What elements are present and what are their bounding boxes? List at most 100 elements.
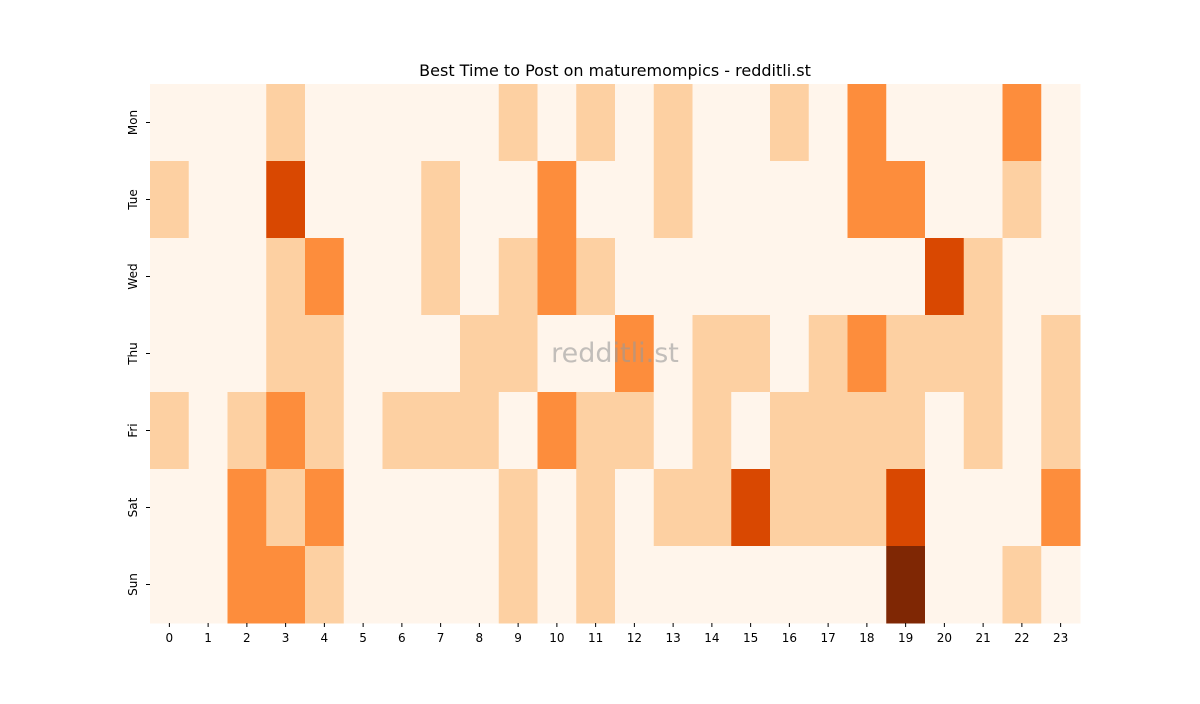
heatmap-cell-thu-2 bbox=[227, 315, 267, 393]
heatmap-cell-sun-8 bbox=[460, 546, 500, 624]
x-tick-label: 7 bbox=[437, 631, 445, 645]
chart-title: Best Time to Post on maturemompics - red… bbox=[419, 61, 811, 80]
heatmap-cell-sun-18 bbox=[847, 546, 887, 624]
y-tick-label: Fri bbox=[126, 423, 140, 437]
heatmap-cell-fri-18 bbox=[847, 392, 887, 470]
heatmap-cell-sun-12 bbox=[615, 546, 655, 624]
heatmap-cell-sun-4 bbox=[305, 546, 345, 624]
heatmap-cell-thu-20 bbox=[925, 315, 965, 393]
heatmap-cell-sun-3 bbox=[266, 546, 306, 624]
heatmap-cell-fri-15 bbox=[731, 392, 771, 470]
heatmap-cell-mon-7 bbox=[421, 84, 461, 162]
heatmap-cell-fri-10 bbox=[537, 392, 577, 470]
heatmap-cell-mon-16 bbox=[770, 84, 810, 162]
heatmap-cell-wed-8 bbox=[460, 238, 500, 316]
heatmap-cell-fri-9 bbox=[498, 392, 538, 470]
x-tick-label: 3 bbox=[282, 631, 290, 645]
heatmap-cell-mon-5 bbox=[343, 84, 383, 162]
heatmap-cell-tue-8 bbox=[460, 161, 500, 239]
heatmap-cell-sun-17 bbox=[808, 546, 848, 624]
heatmap-cell-fri-13 bbox=[653, 392, 693, 470]
heatmap-cell-tue-18 bbox=[847, 161, 887, 239]
heatmap-cell-wed-14 bbox=[692, 238, 732, 316]
heatmap-cell-wed-22 bbox=[1002, 238, 1042, 316]
heatmap-cell-tue-0 bbox=[150, 161, 190, 239]
heatmap-cell-mon-11 bbox=[576, 84, 616, 162]
heatmap-cell-sat-2 bbox=[227, 469, 267, 547]
x-tick-label: 9 bbox=[514, 631, 522, 645]
heatmap-cell-thu-0 bbox=[150, 315, 190, 393]
heatmap-cell-mon-20 bbox=[925, 84, 965, 162]
heatmap-cell-sun-7 bbox=[421, 546, 461, 624]
heatmap-cell-sat-18 bbox=[847, 469, 887, 547]
heatmap-cell-mon-14 bbox=[692, 84, 732, 162]
heatmap-cell-sat-21 bbox=[963, 469, 1003, 547]
heatmap-cell-sun-0 bbox=[150, 546, 190, 624]
y-tick-label: Mon bbox=[126, 110, 140, 135]
x-tick-label: 10 bbox=[549, 631, 564, 645]
heatmap-cell-mon-2 bbox=[227, 84, 267, 162]
heatmap-cell-fri-8 bbox=[460, 392, 500, 470]
heatmap-cell-thu-3 bbox=[266, 315, 306, 393]
x-tick-label: 19 bbox=[898, 631, 913, 645]
heatmap-cell-thu-22 bbox=[1002, 315, 1042, 393]
heatmap-cell-mon-4 bbox=[305, 84, 345, 162]
heatmap-cell-sat-5 bbox=[343, 469, 383, 547]
heatmap-cell-sat-9 bbox=[498, 469, 538, 547]
heatmap-cell-wed-4 bbox=[305, 238, 345, 316]
heatmap-cell-fri-21 bbox=[963, 392, 1003, 470]
x-tick-label: 16 bbox=[782, 631, 797, 645]
heatmap-cell-sat-13 bbox=[653, 469, 693, 547]
heatmap-cell-sat-11 bbox=[576, 469, 616, 547]
heatmap-cell-fri-17 bbox=[808, 392, 848, 470]
heatmap-cell-sat-3 bbox=[266, 469, 306, 547]
heatmap-cell-mon-17 bbox=[808, 84, 848, 162]
heatmap-cell-tue-17 bbox=[808, 161, 848, 239]
heatmap-cell-tue-5 bbox=[343, 161, 383, 239]
heatmap-cell-sun-21 bbox=[963, 546, 1003, 624]
heatmap-cell-tue-1 bbox=[188, 161, 228, 239]
heatmap-cell-thu-7 bbox=[421, 315, 461, 393]
heatmap-cell-sat-4 bbox=[305, 469, 345, 547]
heatmap-cell-sun-23 bbox=[1041, 546, 1081, 624]
watermark: redditli.st bbox=[551, 338, 679, 369]
heatmap-cell-mon-12 bbox=[615, 84, 655, 162]
heatmap-cell-tue-14 bbox=[692, 161, 732, 239]
y-tick-label: Wed bbox=[126, 263, 140, 289]
heatmap-cell-wed-23 bbox=[1041, 238, 1081, 316]
x-tick-label: 23 bbox=[1053, 631, 1068, 645]
heatmap-cell-sat-23 bbox=[1041, 469, 1081, 547]
heatmap-cell-sat-16 bbox=[770, 469, 810, 547]
y-tick-label: Sat bbox=[126, 497, 140, 517]
heatmap-cell-wed-10 bbox=[537, 238, 577, 316]
heatmap-cell-sun-10 bbox=[537, 546, 577, 624]
x-tick-label: 6 bbox=[398, 631, 406, 645]
heatmap-cell-sat-14 bbox=[692, 469, 732, 547]
x-tick-label: 2 bbox=[243, 631, 251, 645]
heatmap-cell-fri-12 bbox=[615, 392, 655, 470]
heatmap-cell-wed-2 bbox=[227, 238, 267, 316]
heatmap-cell-sun-15 bbox=[731, 546, 771, 624]
x-tick-label: 11 bbox=[588, 631, 603, 645]
heatmap-cell-wed-0 bbox=[150, 238, 190, 316]
heatmap-cell-sat-15 bbox=[731, 469, 771, 547]
heatmap-cell-thu-14 bbox=[692, 315, 732, 393]
heatmap-cell-thu-17 bbox=[808, 315, 848, 393]
heatmap-cell-tue-20 bbox=[925, 161, 965, 239]
y-tick-label: Tue bbox=[126, 189, 140, 211]
heatmap-cell-fri-7 bbox=[421, 392, 461, 470]
heatmap-cell-fri-23 bbox=[1041, 392, 1081, 470]
heatmap-cell-mon-1 bbox=[188, 84, 228, 162]
heatmap-cell-mon-10 bbox=[537, 84, 577, 162]
heatmap-cell-sat-22 bbox=[1002, 469, 1042, 547]
heatmap-cell-fri-4 bbox=[305, 392, 345, 470]
heatmap-cell-thu-21 bbox=[963, 315, 1003, 393]
heatmap-cell-tue-11 bbox=[576, 161, 616, 239]
heatmap-cell-sun-14 bbox=[692, 546, 732, 624]
heatmap-cell-sun-16 bbox=[770, 546, 810, 624]
x-tick-label: 21 bbox=[975, 631, 990, 645]
x-tick-label: 14 bbox=[704, 631, 719, 645]
x-tick-label: 0 bbox=[166, 631, 174, 645]
heatmap-cell-mon-18 bbox=[847, 84, 887, 162]
